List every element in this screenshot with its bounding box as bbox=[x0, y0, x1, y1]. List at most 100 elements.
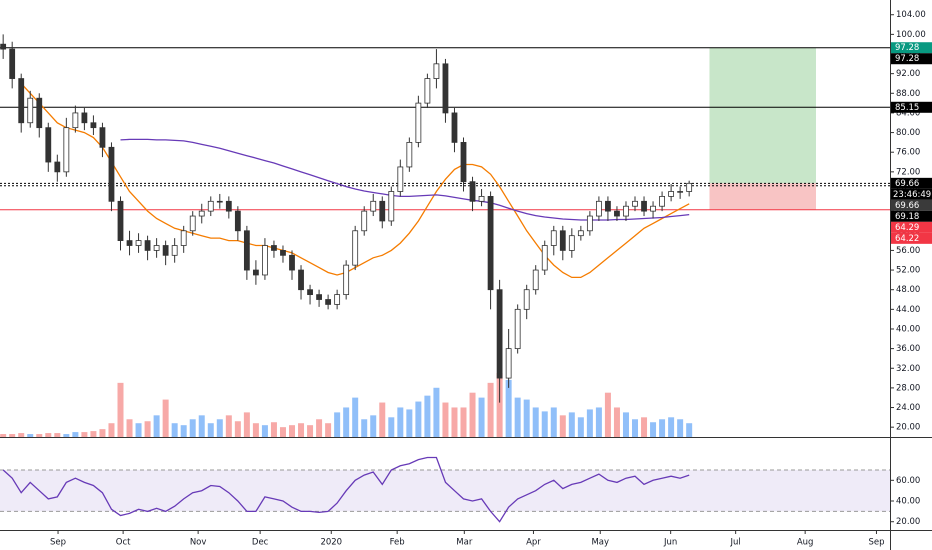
rsi-line bbox=[2, 456, 690, 523]
volume-bar bbox=[99, 429, 106, 437]
x-tick-label: Dec bbox=[252, 538, 269, 548]
candle-body bbox=[153, 245, 160, 251]
volume-bar bbox=[63, 434, 70, 437]
candle-body bbox=[487, 196, 494, 291]
volume-bar bbox=[18, 433, 25, 437]
volume-bar bbox=[189, 419, 196, 437]
volume-bar bbox=[117, 382, 124, 437]
candle-body bbox=[234, 210, 241, 232]
price-tag bbox=[891, 53, 932, 65]
volume-bar bbox=[261, 425, 268, 437]
volume-bar bbox=[90, 431, 97, 437]
candle-body bbox=[605, 200, 611, 212]
candle-body bbox=[586, 215, 593, 232]
candle-body bbox=[280, 250, 286, 256]
candle-body bbox=[334, 294, 341, 305]
candle-body bbox=[559, 230, 566, 251]
volume-bar bbox=[586, 409, 593, 437]
candle-body bbox=[388, 191, 395, 222]
volume-bar bbox=[550, 407, 557, 437]
y-tick-label: 76.00 bbox=[896, 148, 920, 158]
price-tag bbox=[891, 221, 932, 233]
candle-body bbox=[198, 210, 205, 217]
candle-body bbox=[595, 200, 602, 217]
y-tick-label: 24.00 bbox=[896, 403, 920, 413]
y-tick-label: 32.00 bbox=[896, 364, 920, 374]
countdown-tag bbox=[891, 188, 932, 200]
volume-bar bbox=[36, 434, 43, 437]
x-tick-label: Sep bbox=[50, 538, 66, 548]
volume-bar bbox=[307, 425, 314, 437]
volume-bar bbox=[505, 379, 512, 437]
volume-bar bbox=[334, 412, 341, 437]
volume-bar bbox=[487, 382, 494, 437]
candle-body bbox=[207, 200, 214, 212]
volume-bar bbox=[198, 415, 205, 437]
volume-bar bbox=[0, 434, 7, 437]
price-tag bbox=[891, 101, 932, 113]
candle-body bbox=[0, 43, 7, 50]
rsi-band bbox=[0, 469, 890, 512]
candle-body bbox=[180, 230, 187, 246]
volume-bar bbox=[325, 423, 332, 437]
candle-body bbox=[514, 308, 521, 350]
y-tick-label: 92.00 bbox=[896, 69, 920, 79]
countdown-label: 23:46:49 bbox=[893, 190, 931, 200]
candle-body bbox=[135, 240, 142, 246]
candle-body bbox=[90, 122, 97, 129]
x-tick-label: Mar bbox=[456, 538, 473, 548]
candle-body bbox=[81, 112, 88, 124]
volume-bar bbox=[622, 412, 629, 437]
y-tick-label: 72.00 bbox=[896, 167, 920, 177]
volume-bar bbox=[541, 411, 548, 437]
candle-body bbox=[433, 63, 440, 79]
candle-body bbox=[632, 200, 638, 207]
candle-body bbox=[316, 294, 322, 300]
y-tick-label: 28.00 bbox=[896, 383, 920, 393]
volume-bar bbox=[343, 407, 350, 437]
volume-bar bbox=[279, 427, 286, 437]
volume-bar bbox=[216, 419, 223, 437]
volume-bar bbox=[514, 397, 521, 437]
position-loss bbox=[709, 183, 816, 210]
candle-body bbox=[686, 182, 693, 192]
candle-body bbox=[541, 245, 548, 271]
candle-body bbox=[189, 215, 196, 232]
y-tick-label: 20.00 bbox=[896, 423, 920, 433]
candle-body bbox=[370, 200, 377, 212]
volume-bar bbox=[442, 402, 449, 437]
volume-bar bbox=[632, 419, 639, 437]
position-profit bbox=[709, 47, 816, 184]
moving-average bbox=[120, 138, 690, 221]
candle-body bbox=[162, 245, 169, 256]
candle-body bbox=[144, 240, 151, 251]
y-tick-label: 44.00 bbox=[896, 305, 920, 315]
volume-bar bbox=[523, 399, 530, 437]
volume-bar bbox=[81, 432, 88, 437]
candle-body bbox=[117, 200, 124, 241]
y-tick-label: 36.00 bbox=[896, 344, 920, 354]
volume-bar bbox=[659, 419, 666, 437]
candle-body bbox=[415, 102, 422, 143]
x-tick-label: Jul bbox=[730, 538, 741, 548]
y-tick-label: 56.00 bbox=[896, 246, 920, 256]
volume-bar bbox=[478, 397, 485, 437]
volume-bar bbox=[577, 417, 584, 437]
volume-bar bbox=[433, 387, 440, 437]
x-tick-label: Oct bbox=[116, 538, 131, 548]
candle-body bbox=[126, 240, 133, 246]
volume-bar bbox=[641, 417, 648, 437]
price-tag-label: 69.18 bbox=[895, 212, 919, 222]
price-tag bbox=[891, 199, 932, 211]
candle-body bbox=[289, 254, 295, 271]
candle-body bbox=[496, 289, 503, 379]
x-tick-label: Feb bbox=[390, 538, 405, 548]
x-tick-label: Sep bbox=[868, 538, 884, 548]
candle-body bbox=[262, 245, 268, 276]
price-tag-label: 69.66 bbox=[895, 201, 919, 211]
y-tick-label: 100.00 bbox=[896, 30, 926, 40]
volume-bar bbox=[270, 422, 277, 437]
candle-body bbox=[650, 205, 656, 212]
volume-bar bbox=[252, 423, 259, 437]
price-tag-label: 85.15 bbox=[895, 103, 919, 113]
